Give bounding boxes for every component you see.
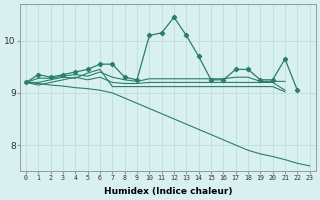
X-axis label: Humidex (Indice chaleur): Humidex (Indice chaleur)	[104, 187, 232, 196]
